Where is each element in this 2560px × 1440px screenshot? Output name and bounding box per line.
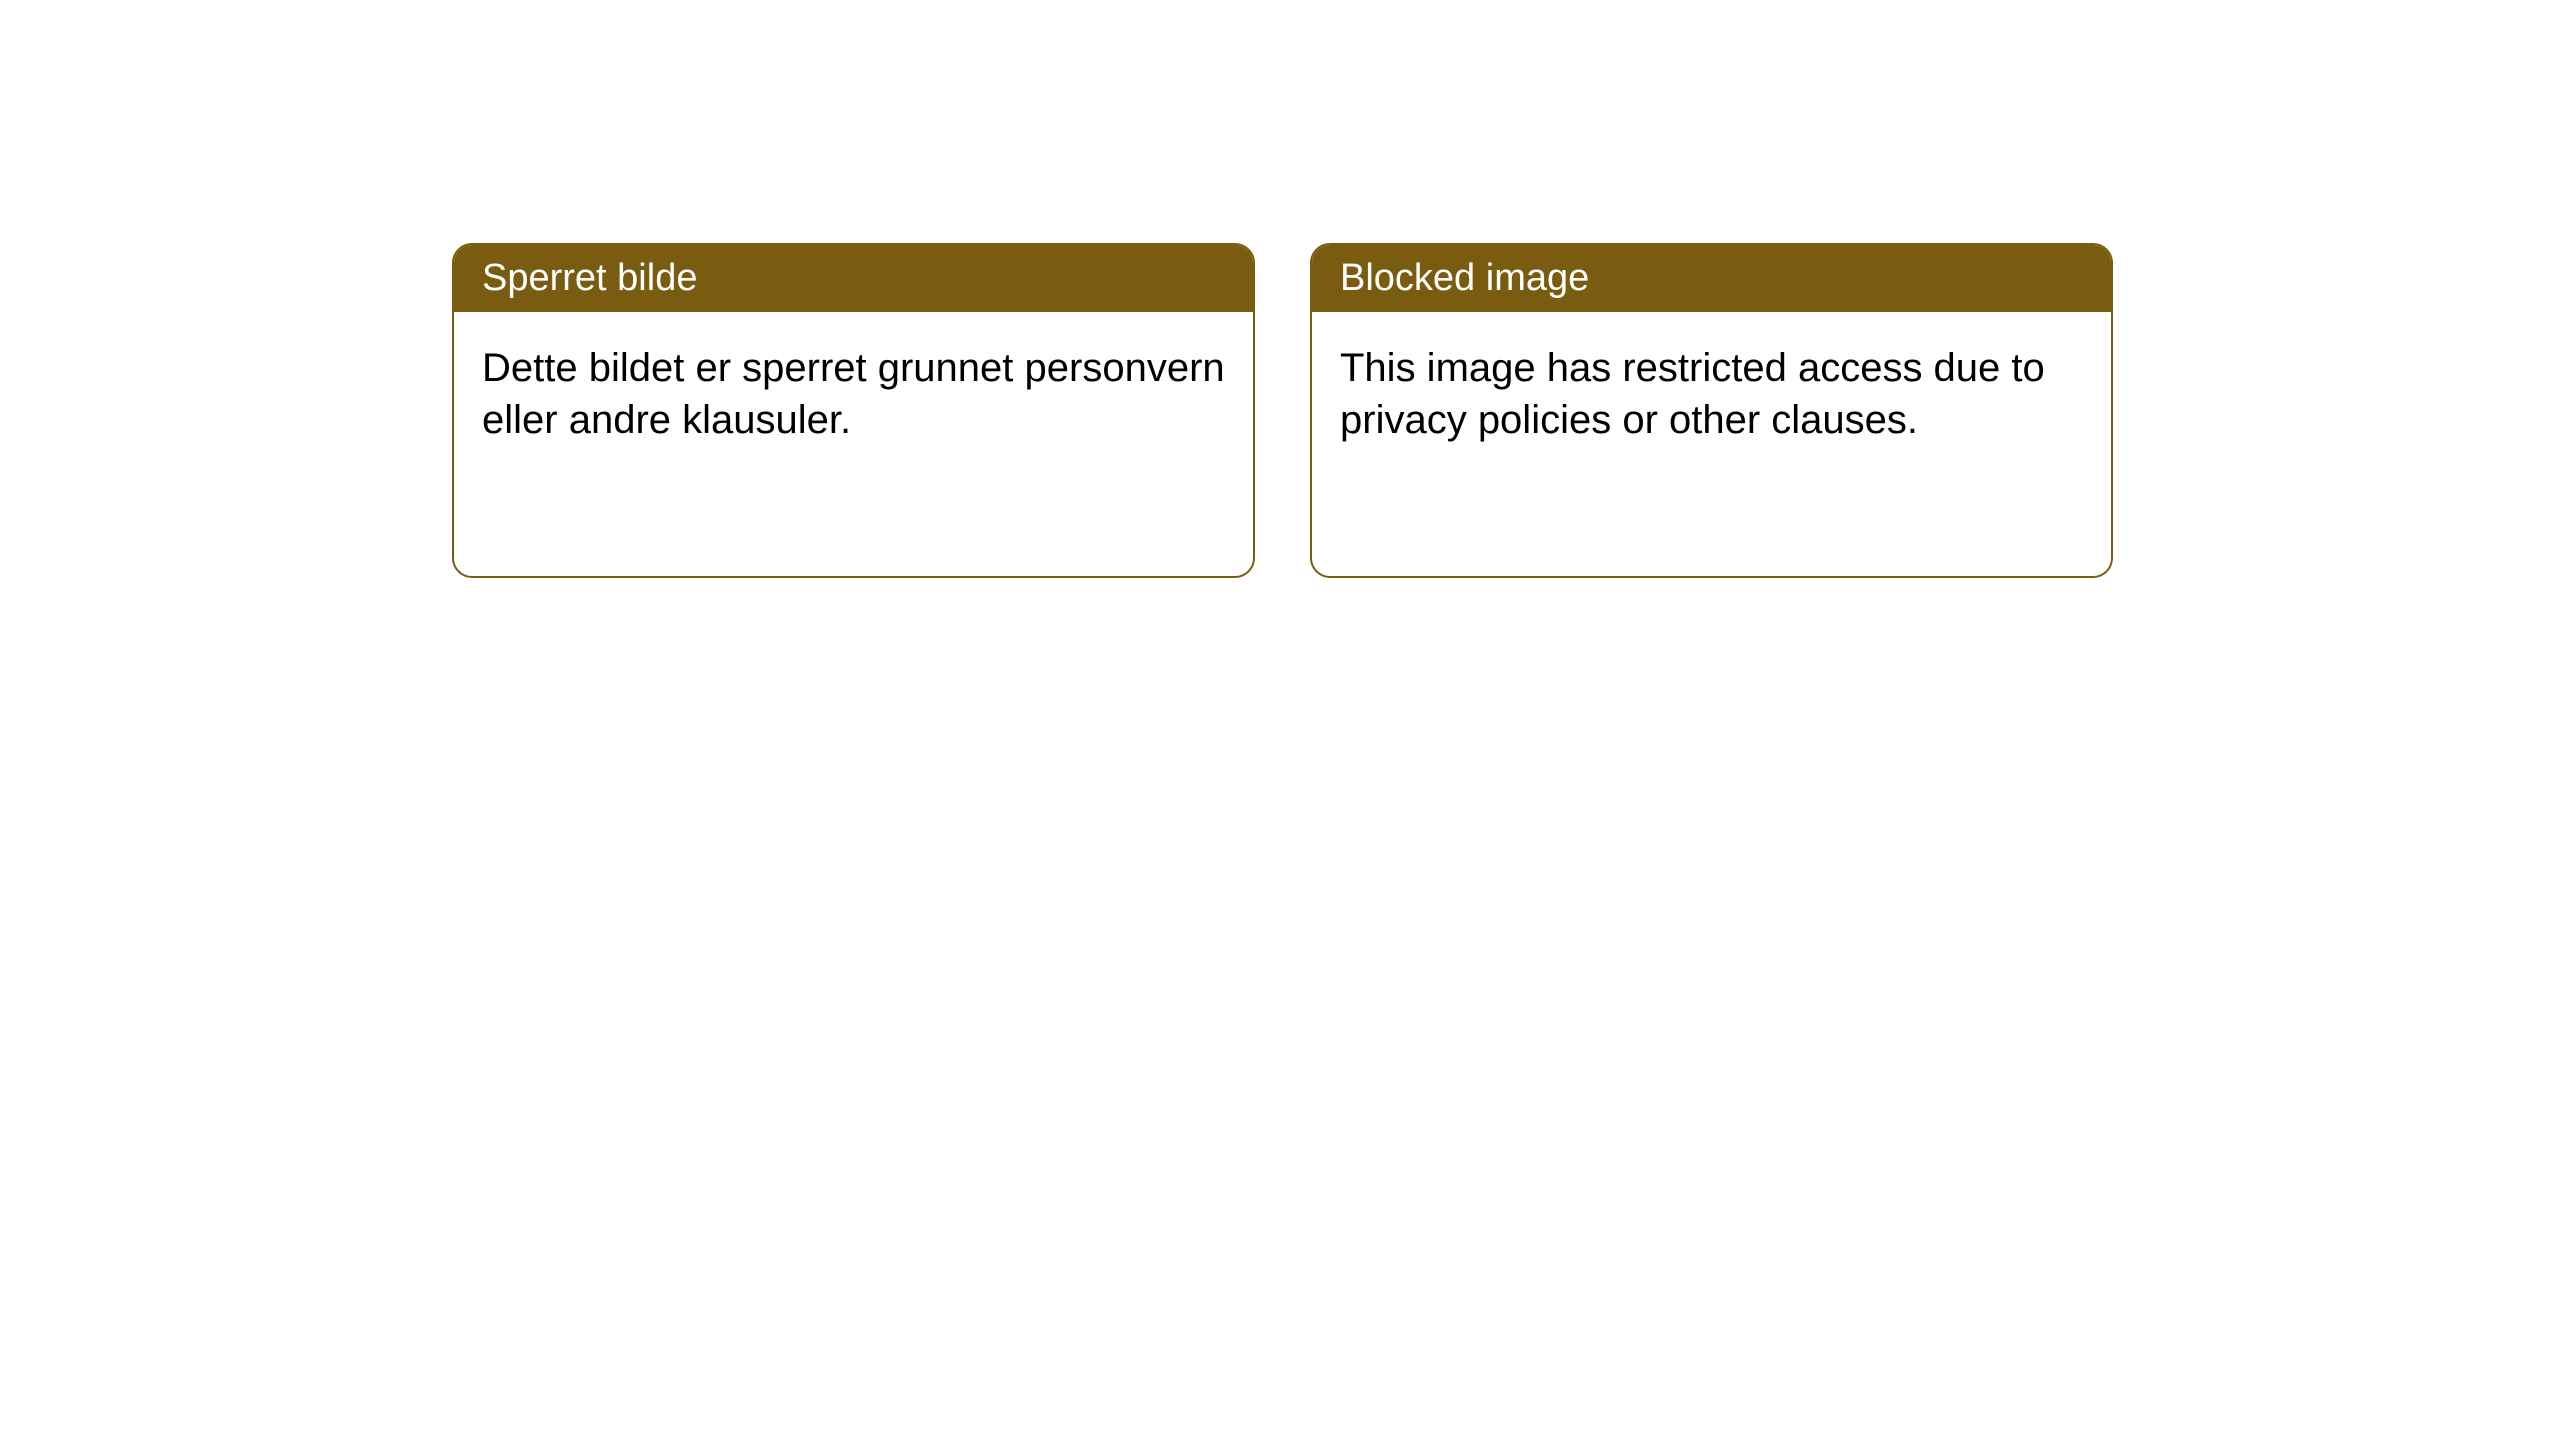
card-header-english: Blocked image	[1312, 245, 2111, 312]
card-body-english: This image has restricted access due to …	[1312, 312, 2111, 476]
notice-cards-container: Sperret bilde Dette bildet er sperret gr…	[452, 243, 2113, 578]
card-header-norwegian: Sperret bilde	[454, 245, 1253, 312]
notice-card-english: Blocked image This image has restricted …	[1310, 243, 2113, 578]
notice-card-norwegian: Sperret bilde Dette bildet er sperret gr…	[452, 243, 1255, 578]
card-body-norwegian: Dette bildet er sperret grunnet personve…	[454, 312, 1253, 476]
